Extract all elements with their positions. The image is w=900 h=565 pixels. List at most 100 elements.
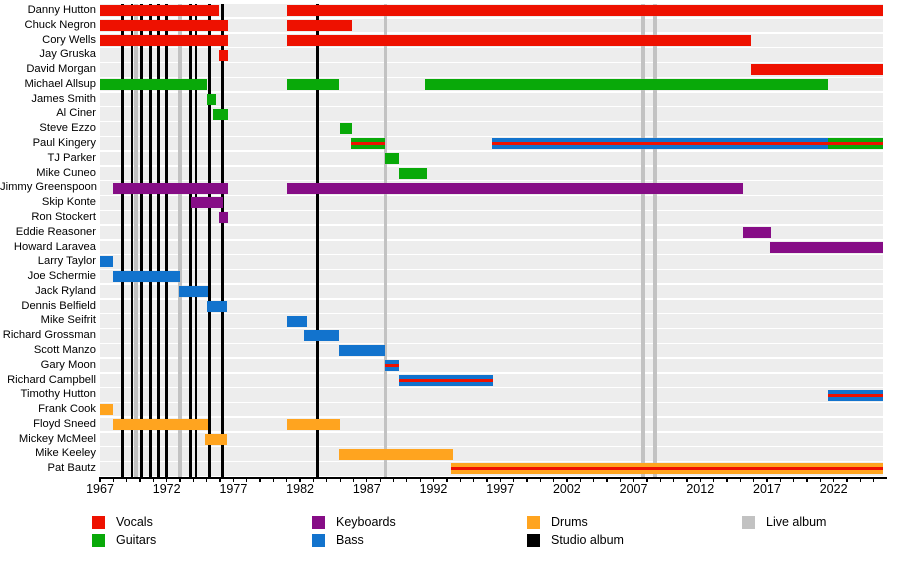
timeline-bar-vocals bbox=[286, 19, 353, 31]
member-name-label: Jack Ryland bbox=[35, 284, 96, 297]
x-axis-tick bbox=[352, 477, 355, 482]
timeline-bar-keyboards bbox=[769, 241, 883, 253]
timeline-bar-keyboards bbox=[218, 212, 229, 224]
timeline-bar-bass bbox=[338, 345, 386, 357]
x-axis-tick bbox=[326, 477, 328, 482]
x-axis-tick bbox=[592, 477, 595, 482]
x-axis-tick bbox=[299, 477, 301, 482]
studio-album-line bbox=[140, 4, 143, 477]
x-axis-tick bbox=[232, 477, 235, 482]
member-name-label: Mike Cuneo bbox=[36, 166, 96, 179]
row-band bbox=[100, 343, 883, 358]
x-axis-tick bbox=[512, 477, 515, 482]
legend-swatch-live-album bbox=[742, 516, 755, 529]
x-axis-tick-label: 1967 bbox=[86, 482, 114, 496]
row-band bbox=[100, 92, 883, 107]
x-axis-tick-label: 2022 bbox=[819, 482, 848, 496]
timeline-bar-vocals bbox=[100, 34, 229, 46]
row-band bbox=[100, 299, 883, 313]
x-axis-tick-label: 2017 bbox=[753, 482, 781, 496]
x-axis-tick bbox=[659, 477, 661, 482]
x-axis-tick-label: 1972 bbox=[152, 482, 181, 496]
legend-swatch-vocals bbox=[92, 516, 105, 529]
member-name-label: Michael Allsup bbox=[24, 77, 96, 90]
row-band bbox=[100, 210, 883, 225]
timeline-bar-guitars bbox=[286, 79, 339, 91]
row-band bbox=[100, 388, 883, 402]
studio-album-line bbox=[149, 4, 152, 477]
member-name-label: Al Ciner bbox=[56, 107, 96, 120]
row-band bbox=[100, 48, 883, 62]
x-axis-tick bbox=[699, 477, 701, 482]
row-band bbox=[100, 107, 883, 121]
timeline-bar-keyboards bbox=[742, 226, 771, 238]
x-axis-tick bbox=[366, 477, 368, 482]
live-album-line bbox=[653, 4, 657, 477]
row-band bbox=[100, 240, 883, 254]
member-name-label: Mickey McMeel bbox=[18, 432, 96, 445]
studio-album-line bbox=[121, 4, 124, 477]
legend-item: Guitars bbox=[92, 532, 242, 548]
legend-label: Drums bbox=[551, 515, 588, 529]
x-axis-tick-label: 1997 bbox=[486, 482, 515, 496]
x-axis-tick bbox=[806, 477, 808, 482]
x-axis-tick bbox=[499, 477, 501, 482]
x-axis-tick bbox=[126, 477, 128, 482]
row-band bbox=[100, 196, 883, 210]
timeline-bar-bass bbox=[286, 315, 307, 327]
timeline-bar-drums bbox=[338, 448, 454, 460]
timeline-bar-guitars bbox=[206, 93, 217, 105]
member-name-label: James Smith bbox=[31, 92, 96, 105]
studio-album-line bbox=[221, 4, 224, 477]
member-name-label: Paul Kingery bbox=[32, 137, 96, 150]
x-axis-tick bbox=[286, 477, 288, 482]
x-axis-tick bbox=[619, 477, 621, 482]
member-name-label: TJ Parker bbox=[47, 151, 97, 164]
timeline-bar-guitars-vocals bbox=[350, 138, 386, 150]
timeline-bar-keyboards bbox=[190, 197, 223, 209]
legend-item: Studio album bbox=[527, 532, 677, 548]
x-axis-tick bbox=[846, 477, 848, 482]
member-name-label: Scott Manzo bbox=[33, 343, 96, 356]
row-band bbox=[100, 314, 883, 328]
timeline-bar-vocals bbox=[750, 64, 883, 76]
row-band bbox=[100, 403, 883, 417]
timeline-bar-guitars bbox=[425, 79, 829, 91]
timeline-bar-keyboards bbox=[113, 182, 229, 194]
x-axis-line bbox=[99, 477, 887, 479]
x-axis-tick-label: 2002 bbox=[552, 482, 581, 496]
legend-item: Drums bbox=[527, 516, 677, 530]
timeline-bar-bass bbox=[206, 300, 227, 312]
member-name-label: Floyd Sneed bbox=[33, 417, 96, 430]
x-axis-tick bbox=[753, 477, 755, 482]
x-axis-tick-label: 2007 bbox=[619, 482, 648, 496]
x-axis-tick bbox=[552, 477, 555, 482]
member-name-label: Jimmy Greenspoon bbox=[0, 181, 97, 194]
x-axis-tick bbox=[739, 477, 741, 482]
x-axis-tick-label: 1992 bbox=[419, 482, 448, 496]
member-name-label: Joe Schermie bbox=[27, 270, 96, 283]
studio-album-line bbox=[194, 4, 198, 477]
x-axis-tick bbox=[486, 477, 488, 482]
legend-label: Studio album bbox=[551, 532, 624, 547]
row-band bbox=[100, 255, 883, 269]
timeline-bar-vocals bbox=[286, 34, 751, 46]
legend-item: Keyboards bbox=[312, 516, 462, 530]
x-axis-tick-label: 2012 bbox=[686, 482, 715, 496]
x-axis-tick bbox=[312, 477, 315, 482]
member-name-label: Mike Keeley bbox=[35, 447, 96, 460]
timeline-bar-guitars bbox=[385, 153, 399, 164]
member-name-label: Chuck Negron bbox=[24, 18, 96, 31]
row-band bbox=[100, 122, 883, 136]
legend-label: Guitars bbox=[116, 532, 157, 547]
legend-swatch-guitars bbox=[92, 533, 105, 547]
x-axis-tick bbox=[179, 477, 181, 482]
member-name-label: Cory Wells bbox=[42, 33, 96, 46]
member-name-label: Pat Bautz bbox=[47, 462, 96, 475]
x-axis-tick bbox=[406, 477, 408, 482]
studio-album-line bbox=[165, 4, 168, 477]
row-band bbox=[100, 151, 883, 166]
member-name-label: Larry Taylor bbox=[37, 255, 96, 268]
member-name-label: David Morgan bbox=[26, 63, 96, 76]
